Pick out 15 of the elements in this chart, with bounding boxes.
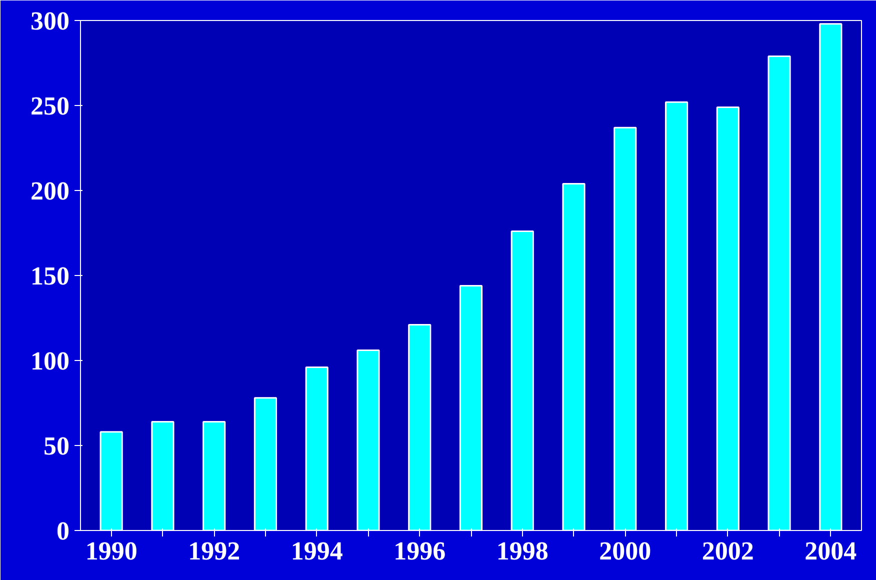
x-tick-label: 1998 [496, 536, 548, 566]
x-tick-label: 1996 [394, 536, 446, 566]
x-tick-label: 1990 [85, 536, 138, 566]
y-tick-label: 300 [30, 6, 70, 36]
y-tick-label: 100 [30, 346, 70, 376]
y-tick-label: 250 [30, 92, 70, 120]
x-tick-label: 1992 [188, 536, 240, 566]
x-tick-label: 1994 [290, 536, 343, 566]
y-tick-label: 200 [30, 176, 70, 206]
y-tick-label: 150 [30, 262, 70, 290]
y-tick-label: 50 [44, 432, 70, 460]
x-tick-label: 2004 [804, 536, 857, 566]
y-tick-label: 0 [56, 516, 70, 546]
x-tick-label: 2002 [702, 536, 754, 566]
x-tick-label: 2000 [599, 536, 652, 566]
